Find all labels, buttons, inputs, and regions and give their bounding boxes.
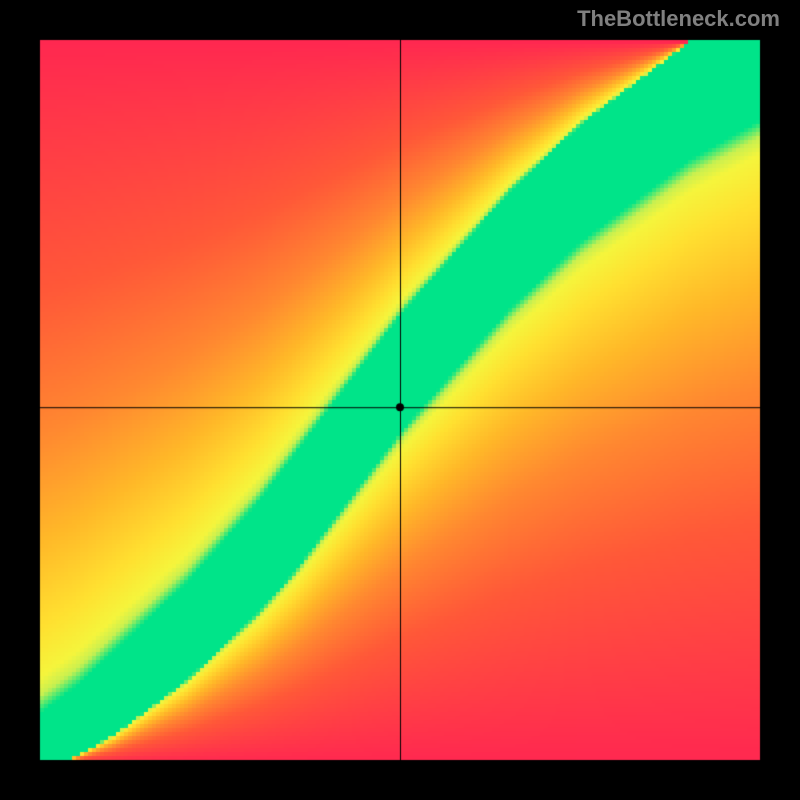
chart-container: TheBottleneck.com (0, 0, 800, 800)
bottleneck-heatmap (0, 0, 800, 800)
